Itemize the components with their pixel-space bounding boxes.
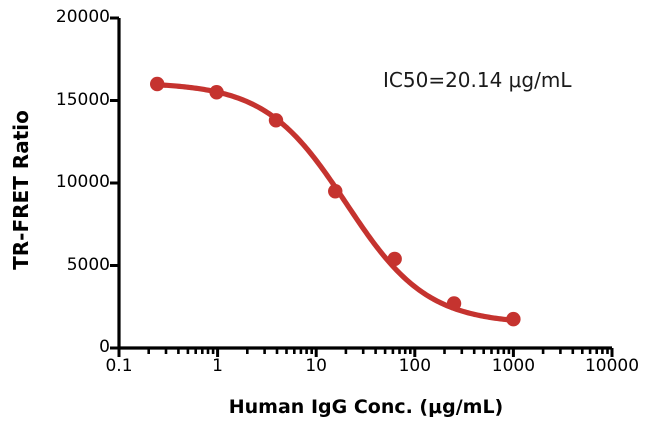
data-point — [506, 312, 520, 326]
data-point — [328, 184, 342, 198]
dose-response-curve — [157, 85, 513, 321]
data-point — [209, 85, 223, 99]
data-point-markers — [150, 77, 521, 327]
chart-figure: TR-FRET Ratio Human IgG Conc. (μg/mL) IC… — [0, 0, 647, 431]
plot-area — [0, 0, 647, 431]
axis-lines — [119, 18, 612, 348]
data-point — [387, 252, 401, 266]
data-point — [447, 296, 461, 310]
data-point — [150, 77, 164, 91]
data-point — [269, 113, 283, 127]
